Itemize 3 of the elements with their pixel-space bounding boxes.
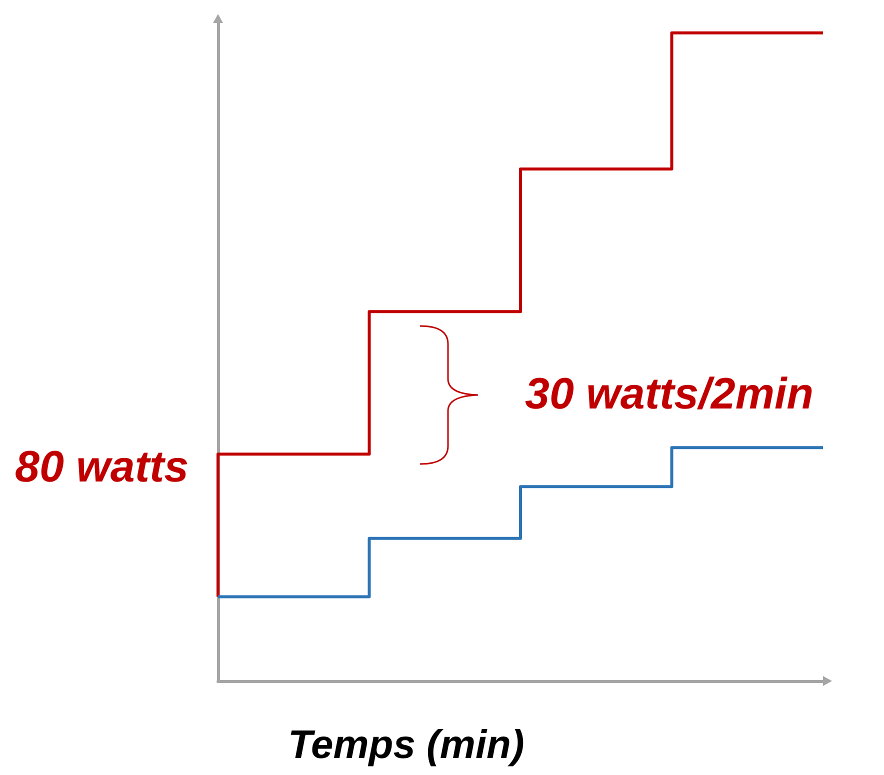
x-axis-title: Temps (min) <box>288 723 524 767</box>
annotation: 30 watts/2min <box>525 370 814 418</box>
text: 80 watts <box>15 442 189 492</box>
